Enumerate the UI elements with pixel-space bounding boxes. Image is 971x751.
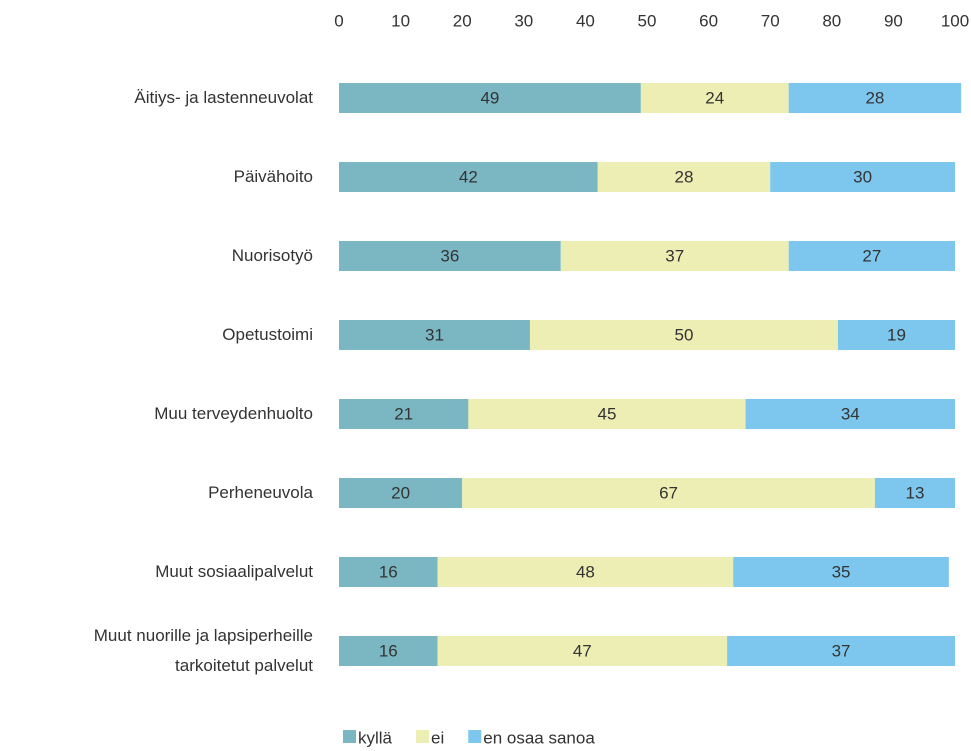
data-label: 48: [576, 562, 595, 581]
legend-swatch: [343, 730, 356, 743]
data-label: 31: [425, 325, 444, 344]
category-label: Muut nuorille ja lapsiperheille tarkoite…: [93, 626, 313, 675]
bar-segment: [733, 557, 949, 587]
data-label: 67: [659, 483, 678, 502]
data-label: 34: [841, 404, 860, 423]
bar-segment: [529, 320, 838, 350]
category-label: Päivähoito: [233, 167, 313, 186]
x-tick-label: 80: [822, 11, 841, 30]
x-tick-label: 90: [884, 11, 903, 30]
bar-segment: [339, 162, 598, 192]
bar-segment: [770, 162, 955, 192]
bar-segment: [339, 636, 438, 666]
x-tick-label: 10: [391, 11, 410, 30]
bar-segment: [339, 557, 438, 587]
bar-segment: [468, 399, 746, 429]
x-tick-label: 20: [453, 11, 472, 30]
legend-swatch: [416, 730, 430, 743]
data-label: 36: [440, 246, 459, 265]
legend-label: ei: [431, 728, 444, 747]
data-label: 30: [853, 167, 872, 186]
bar-segment: [437, 557, 734, 587]
legend-label: kyllä: [358, 728, 393, 747]
bar-segment: [339, 83, 641, 113]
bar-segment: [837, 320, 955, 350]
category-label: Opetustoimi: [222, 325, 313, 344]
x-tick-label: 60: [699, 11, 718, 30]
bar-segment: [462, 478, 875, 508]
legend-swatch: [468, 730, 482, 743]
data-label: 21: [394, 404, 413, 423]
data-label: 42: [459, 167, 478, 186]
x-tick-label: 0: [334, 11, 343, 30]
bar-segment: [339, 399, 469, 429]
bar-segment: [597, 162, 771, 192]
x-tick-label: 70: [761, 11, 780, 30]
data-label: 16: [379, 562, 398, 581]
category-label: Muu terveydenhuolto: [154, 404, 313, 423]
data-label: 35: [832, 562, 851, 581]
x-tick-label: 50: [638, 11, 657, 30]
x-tick-label: 100: [941, 11, 969, 30]
category-label: Perheneuvola: [208, 483, 313, 502]
data-label: 20: [391, 483, 410, 502]
category-label: Äitiys- ja lastenneuvolat: [134, 88, 313, 107]
data-label: 49: [480, 88, 499, 107]
data-label: 24: [705, 88, 724, 107]
category-label: Nuorisotyö: [231, 246, 313, 265]
data-label: 45: [597, 404, 616, 423]
legend-label: en osaa sanoa: [483, 728, 595, 747]
data-label: 37: [665, 246, 684, 265]
data-label: 13: [905, 483, 924, 502]
data-label: 19: [887, 325, 906, 344]
bar-segment: [560, 241, 789, 271]
bar-segment: [745, 399, 955, 429]
bar-segment: [339, 320, 530, 350]
bar-segment: [727, 636, 955, 666]
data-label: 37: [832, 641, 851, 660]
category-label: Muut sosiaalipalvelut: [155, 562, 313, 581]
data-label: 50: [674, 325, 693, 344]
data-label: 28: [865, 88, 884, 107]
bar-segment: [339, 241, 561, 271]
data-label: 16: [379, 641, 398, 660]
data-label: 27: [862, 246, 881, 265]
bar-segment: [640, 83, 789, 113]
bar-segment: [874, 478, 955, 508]
bar-segment: [788, 241, 955, 271]
bar-segment: [437, 636, 728, 666]
data-label: 47: [573, 641, 592, 660]
x-tick-label: 30: [514, 11, 533, 30]
bar-segment: [788, 83, 962, 113]
x-tick-label: 40: [576, 11, 595, 30]
data-label: 28: [674, 167, 693, 186]
bar-segment: [339, 478, 463, 508]
